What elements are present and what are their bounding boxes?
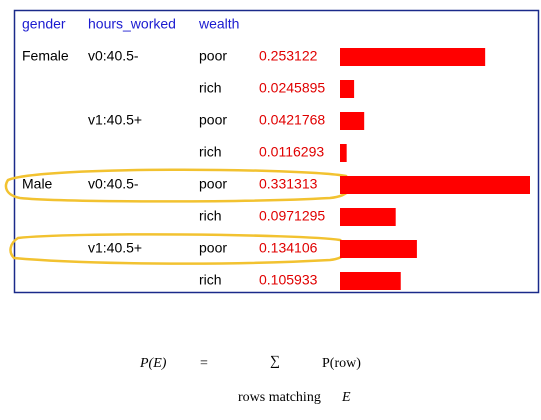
probability-bar	[340, 144, 347, 162]
probability-bar	[340, 208, 396, 226]
wealth-cell: rich	[199, 272, 222, 288]
probability-cell: 0.0116293	[259, 144, 324, 160]
probability-bar	[340, 80, 355, 98]
highlight-ellipse	[4, 168, 352, 203]
wealth-cell: poor	[199, 176, 227, 192]
header-cell: gender	[22, 16, 66, 32]
wealth-cell: poor	[199, 240, 227, 256]
probability-cell: 0.0971295	[259, 208, 325, 224]
formula-under-var: E	[341, 390, 351, 405]
probability-bar	[340, 112, 365, 130]
probability-cell: 0.331313	[259, 176, 318, 192]
probability-cell: 0.134106	[259, 240, 318, 256]
formula-rhs: P(row)	[322, 356, 361, 371]
probability-bar	[340, 272, 401, 290]
probability-bar	[340, 240, 417, 258]
formula-sum: ∑	[270, 354, 280, 369]
header-cell: wealth	[198, 16, 239, 32]
probability-cell: 0.0421768	[259, 112, 325, 128]
probability-cell: 0.0245895	[259, 80, 325, 96]
formula-lhs: P(E)	[139, 356, 167, 371]
wealth-cell: poor	[199, 48, 227, 64]
gender-cell: Female	[22, 48, 69, 64]
wealth-cell: rich	[199, 144, 222, 160]
highlight-ellipse	[9, 233, 349, 265]
hours-cell: v0:40.5-	[88, 176, 139, 192]
hours-cell: v1:40.5+	[88, 112, 142, 128]
formula-eq: =	[200, 356, 208, 371]
hours-cell: v0:40.5-	[88, 48, 139, 64]
hours-cell: v1:40.5+	[88, 240, 142, 256]
wealth-cell: poor	[199, 112, 227, 128]
wealth-cell: rich	[199, 80, 222, 96]
wealth-cell: rich	[199, 208, 222, 224]
formula-under: rows matching	[238, 390, 321, 405]
probability-bar	[340, 176, 530, 194]
probability-cell: 0.105933	[259, 272, 318, 288]
gender-cell: Male	[22, 176, 53, 192]
header-cell: hours_worked	[88, 16, 176, 32]
probability-bar	[340, 48, 486, 66]
probability-cell: 0.253122	[259, 48, 318, 64]
